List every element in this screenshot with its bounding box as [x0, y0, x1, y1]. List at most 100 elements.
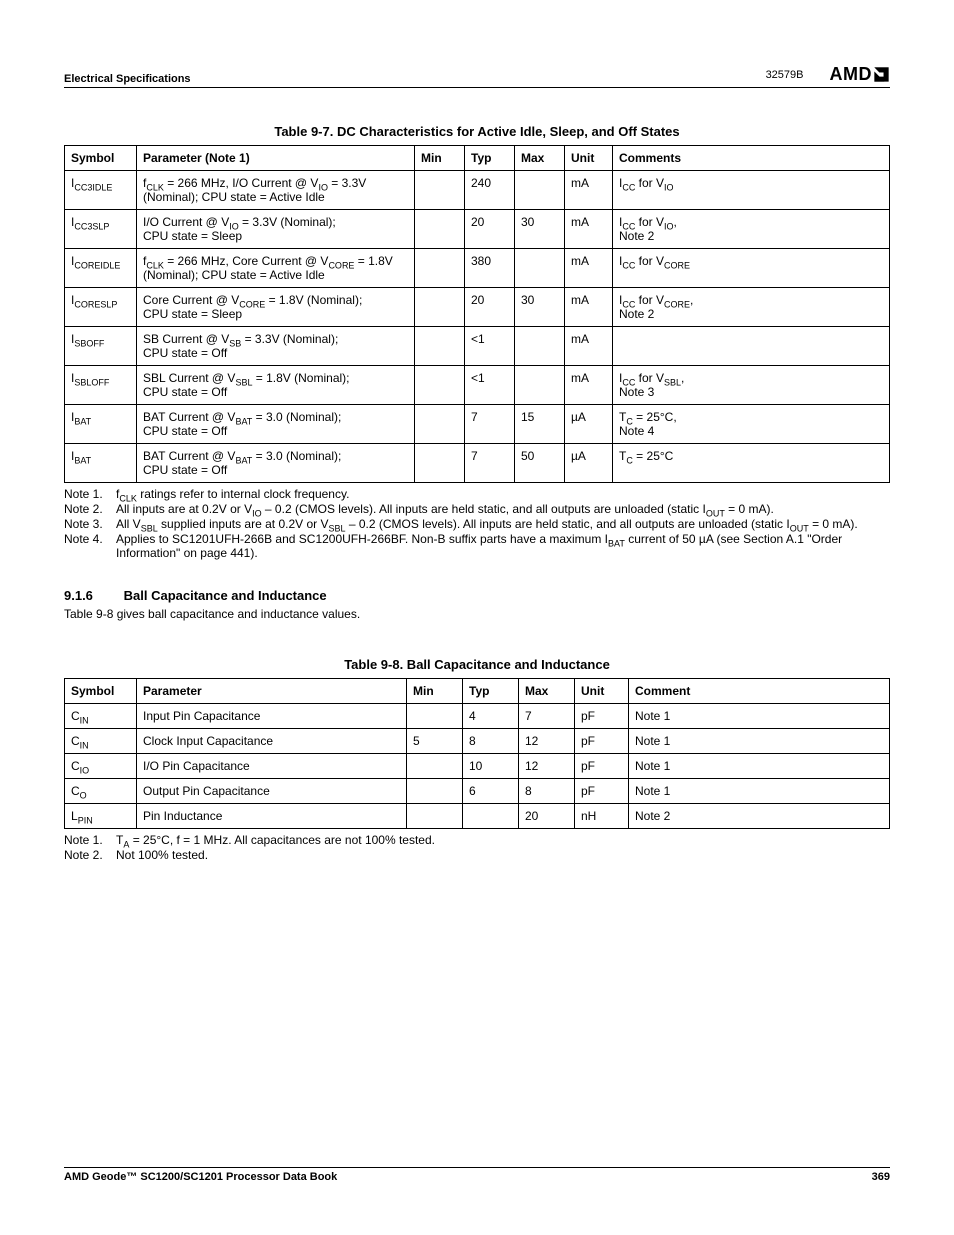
note-text: TA = 25°C, f = 1 MHz. All capacitances a…: [116, 833, 890, 847]
cell-unit: pF: [575, 704, 629, 729]
cell-typ: 4: [463, 704, 519, 729]
cell-max: 30: [515, 288, 565, 327]
cell-min: 5: [407, 729, 463, 754]
cell-symbol: ICC3IDLE: [65, 171, 137, 210]
table-row: CINClock Input Capacitance5812pFNote 1: [65, 729, 890, 754]
cell-unit: µA: [565, 405, 613, 444]
table-row: CIOI/O Pin Capacitance1012pFNote 1: [65, 754, 890, 779]
cell-symbol: IBAT: [65, 405, 137, 444]
cell-unit: mA: [565, 288, 613, 327]
table-row: IBATBAT Current @ VBAT = 3.0 (Nominal);C…: [65, 444, 890, 483]
cell-comments: ICC for VSBL,Note 3: [613, 366, 890, 405]
cell-max: [515, 366, 565, 405]
th-comment: Comment: [629, 679, 890, 704]
th-typ: Typ: [463, 679, 519, 704]
cell-symbol: LPIN: [65, 804, 137, 829]
amd-logo: AMD: [830, 64, 891, 85]
note-text: All inputs are at 0.2V or VIO – 0.2 (CMO…: [116, 502, 890, 516]
cell-parameter: Output Pin Capacitance: [137, 779, 407, 804]
note-row: Note 2.Not 100% tested.: [64, 848, 890, 862]
th-parameter: Parameter: [137, 679, 407, 704]
note-text: fCLK ratings refer to internal clock fre…: [116, 487, 890, 501]
cell-min: [407, 754, 463, 779]
note-label: Note 2.: [64, 848, 116, 862]
table-row: ICORESLPCore Current @ VCORE = 1.8V (Nom…: [65, 288, 890, 327]
cell-symbol: ICORESLP: [65, 288, 137, 327]
cell-comment: Note 1: [629, 754, 890, 779]
footer-book-title: AMD Geode™ SC1200/SC1201 Processor Data …: [64, 1171, 337, 1183]
cell-min: [415, 288, 465, 327]
note-label: Note 1.: [64, 487, 116, 501]
cell-min: [407, 704, 463, 729]
cell-max: [515, 249, 565, 288]
cell-max: 15: [515, 405, 565, 444]
cell-parameter: I/O Pin Capacitance: [137, 754, 407, 779]
cell-min: [415, 171, 465, 210]
cell-parameter: Core Current @ VCORE = 1.8V (Nominal);CP…: [137, 288, 415, 327]
cell-comment: Note 1: [629, 779, 890, 804]
cell-parameter: Clock Input Capacitance: [137, 729, 407, 754]
th-symbol: Symbol: [65, 146, 137, 171]
cell-max: 8: [519, 779, 575, 804]
th-min: Min: [415, 146, 465, 171]
page-footer: AMD Geode™ SC1200/SC1201 Processor Data …: [64, 1167, 890, 1183]
note-label: Note 3.: [64, 517, 116, 531]
cell-unit: mA: [565, 327, 613, 366]
th-parameter: Parameter (Note 1): [137, 146, 415, 171]
table-row: IBATBAT Current @ VBAT = 3.0 (Nominal);C…: [65, 405, 890, 444]
th-comments: Comments: [613, 146, 890, 171]
section-heading: 9.1.6 Ball Capacitance and Inductance: [64, 588, 890, 603]
cell-unit: pF: [575, 729, 629, 754]
cell-parameter: fCLK = 266 MHz, I/O Current @ VIO = 3.3V…: [137, 171, 415, 210]
cell-symbol: ICOREIDLE: [65, 249, 137, 288]
cell-comment: Note 1: [629, 729, 890, 754]
table-row: ICC3IDLEfCLK = 266 MHz, I/O Current @ VI…: [65, 171, 890, 210]
cell-parameter: I/O Current @ VIO = 3.3V (Nominal);CPU s…: [137, 210, 415, 249]
cell-parameter: BAT Current @ VBAT = 3.0 (Nominal);CPU s…: [137, 444, 415, 483]
cell-typ: 20: [465, 210, 515, 249]
cell-symbol: CIO: [65, 754, 137, 779]
table-9-8-head-row: Symbol Parameter Min Typ Max Unit Commen…: [65, 679, 890, 704]
cell-parameter: fCLK = 266 MHz, Core Current @ VCORE = 1…: [137, 249, 415, 288]
th-max: Max: [515, 146, 565, 171]
table-row: LPINPin Inductance20nHNote 2: [65, 804, 890, 829]
cell-max: 20: [519, 804, 575, 829]
cell-parameter: SBL Current @ VSBL = 1.8V (Nominal);CPU …: [137, 366, 415, 405]
table-9-7-head-row: Symbol Parameter (Note 1) Min Typ Max Un…: [65, 146, 890, 171]
table-9-8-notes: Note 1.TA = 25°C, f = 1 MHz. All capacit…: [64, 833, 890, 862]
cell-typ: 380: [465, 249, 515, 288]
cell-min: [415, 444, 465, 483]
note-row: Note 1.fCLK ratings refer to internal cl…: [64, 487, 890, 501]
cell-unit: nH: [575, 804, 629, 829]
cell-min: [415, 366, 465, 405]
cell-unit: mA: [565, 171, 613, 210]
cell-typ: 7: [465, 444, 515, 483]
cell-comments: ICC for VIO: [613, 171, 890, 210]
cell-typ: 10: [463, 754, 519, 779]
th-unit: Unit: [565, 146, 613, 171]
note-row: Note 2.All inputs are at 0.2V or VIO – 0…: [64, 502, 890, 516]
table-9-7: Symbol Parameter (Note 1) Min Typ Max Un…: [64, 145, 890, 483]
cell-comments: TC = 25°C,Note 4: [613, 405, 890, 444]
table-row: CINInput Pin Capacitance47pFNote 1: [65, 704, 890, 729]
note-text: All VSBL supplied inputs are at 0.2V or …: [116, 517, 890, 531]
cell-max: 30: [515, 210, 565, 249]
cell-symbol: CIN: [65, 704, 137, 729]
cell-max: 7: [519, 704, 575, 729]
table-row: ISBLOFFSBL Current @ VSBL = 1.8V (Nomina…: [65, 366, 890, 405]
table-9-7-notes: Note 1.fCLK ratings refer to internal cl…: [64, 487, 890, 560]
cell-min: [415, 249, 465, 288]
th-min: Min: [407, 679, 463, 704]
cell-comments: ICC for VIO,Note 2: [613, 210, 890, 249]
table-row: ICOREIDLEfCLK = 266 MHz, Core Current @ …: [65, 249, 890, 288]
cell-min: [415, 327, 465, 366]
note-label: Note 1.: [64, 833, 116, 847]
cell-symbol: CIN: [65, 729, 137, 754]
note-row: Note 3.All VSBL supplied inputs are at 0…: [64, 517, 890, 531]
cell-typ: <1: [465, 327, 515, 366]
cell-comments: ICC for VCORE: [613, 249, 890, 288]
page-header: Electrical Specifications 32579B AMD: [64, 64, 890, 88]
cell-unit: pF: [575, 779, 629, 804]
cell-typ: 20: [465, 288, 515, 327]
header-right: 32579B AMD: [766, 64, 890, 85]
